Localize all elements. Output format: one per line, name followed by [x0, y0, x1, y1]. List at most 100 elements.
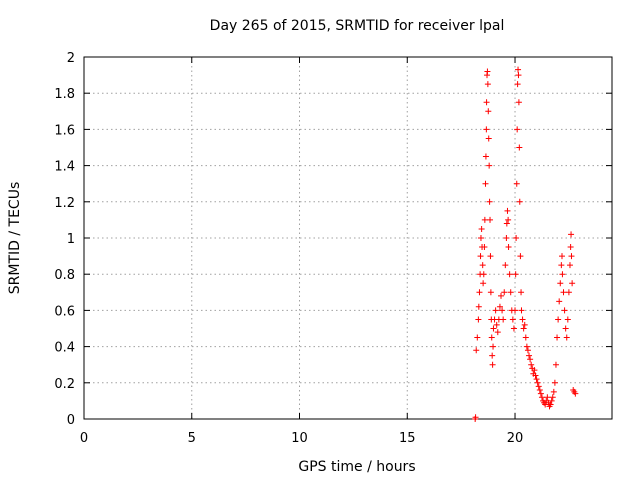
- data-point: [484, 81, 491, 88]
- x-tick-label: 0: [80, 431, 88, 446]
- data-point: [509, 316, 516, 323]
- x-axis-label: GPS time / hours: [298, 459, 415, 475]
- data-point: [522, 334, 529, 341]
- data-point: [506, 271, 513, 278]
- data-point: [567, 244, 574, 251]
- data-point: [549, 394, 556, 401]
- y-tick-label: 0.8: [54, 268, 75, 283]
- data-point: [492, 307, 499, 314]
- data-point: [478, 225, 485, 232]
- data-point: [565, 289, 572, 296]
- data-point: [516, 144, 523, 151]
- data-point: [505, 244, 512, 251]
- data-point: [531, 367, 538, 374]
- data-point: [517, 253, 524, 260]
- data-point: [515, 72, 522, 79]
- data-point: [538, 394, 545, 401]
- data-point: [566, 262, 573, 269]
- data-point: [562, 325, 569, 332]
- data-point: [512, 271, 519, 278]
- data-point: [479, 262, 486, 269]
- data-point: [547, 401, 554, 408]
- data-point: [514, 81, 521, 88]
- y-tick-label: 1.6: [54, 123, 75, 138]
- data-point: [518, 307, 525, 314]
- point-layer: [472, 66, 579, 422]
- data-point: [481, 244, 488, 251]
- data-point: [559, 253, 566, 260]
- y-tick-label: 0.2: [54, 377, 75, 392]
- data-point: [488, 334, 495, 341]
- data-point: [551, 379, 558, 386]
- data-point: [515, 99, 522, 106]
- data-point: [485, 108, 492, 115]
- data-point: [519, 316, 526, 323]
- data-point: [499, 307, 506, 314]
- data-point: [477, 235, 484, 241]
- data-point: [486, 162, 493, 169]
- data-point: [496, 303, 503, 310]
- x-tick-label: 10: [291, 431, 308, 446]
- data-point: [556, 298, 563, 305]
- x-tick-label: 5: [188, 431, 196, 446]
- data-point: [475, 316, 482, 323]
- data-point: [487, 253, 494, 260]
- data-point: [475, 303, 482, 310]
- data-point: [516, 198, 523, 205]
- data-point: [520, 325, 527, 332]
- data-point: [472, 414, 479, 421]
- data-point: [481, 216, 488, 223]
- data-point: [542, 401, 549, 408]
- y-tick-label: 2: [67, 51, 75, 66]
- y-tick-label: 0.6: [54, 304, 75, 319]
- chart-title: Day 265 of 2015, SRMTID for receiver lpa…: [210, 18, 505, 34]
- data-point: [487, 216, 494, 223]
- data-point: [494, 329, 501, 336]
- data-point: [513, 235, 520, 241]
- data-point: [473, 347, 480, 354]
- data-point: [555, 316, 562, 323]
- data-point: [498, 292, 505, 299]
- data-point: [534, 379, 541, 386]
- data-point: [505, 216, 512, 223]
- data-point: [483, 126, 490, 133]
- data-point: [568, 231, 575, 238]
- data-point: [532, 372, 539, 379]
- data-point: [480, 271, 487, 278]
- data-point: [533, 376, 540, 383]
- y-tick-label: 1.4: [54, 160, 75, 175]
- data-point: [554, 334, 561, 341]
- data-point: [558, 262, 565, 269]
- data-point: [536, 387, 543, 394]
- data-point: [503, 220, 510, 227]
- data-point: [550, 388, 557, 395]
- y-tick-label: 1.8: [54, 87, 75, 102]
- data-point: [474, 334, 481, 341]
- y-axis-label: SRMTID / TECUs: [7, 182, 23, 295]
- data-point: [521, 321, 528, 328]
- data-point: [490, 325, 497, 332]
- data-point: [537, 390, 544, 397]
- data-point: [503, 235, 510, 241]
- tick-layer: 00.20.40.60.811.21.41.61.820 5 10 15 20: [54, 51, 612, 446]
- data-point: [564, 316, 571, 323]
- data-point: [569, 280, 576, 287]
- data-point: [486, 198, 493, 205]
- data-point: [482, 180, 489, 187]
- data-point: [514, 126, 521, 133]
- data-point: [480, 280, 487, 287]
- data-point: [501, 289, 508, 296]
- data-point: [568, 253, 575, 260]
- data-point: [528, 361, 535, 368]
- data-point: [527, 356, 534, 363]
- data-point: [484, 68, 491, 75]
- data-point: [526, 352, 533, 359]
- data-point: [544, 394, 551, 401]
- data-point: [548, 397, 555, 404]
- data-point: [552, 361, 559, 368]
- data-point: [500, 316, 507, 323]
- y-tick-label: 1.2: [54, 196, 75, 211]
- data-point: [535, 383, 542, 390]
